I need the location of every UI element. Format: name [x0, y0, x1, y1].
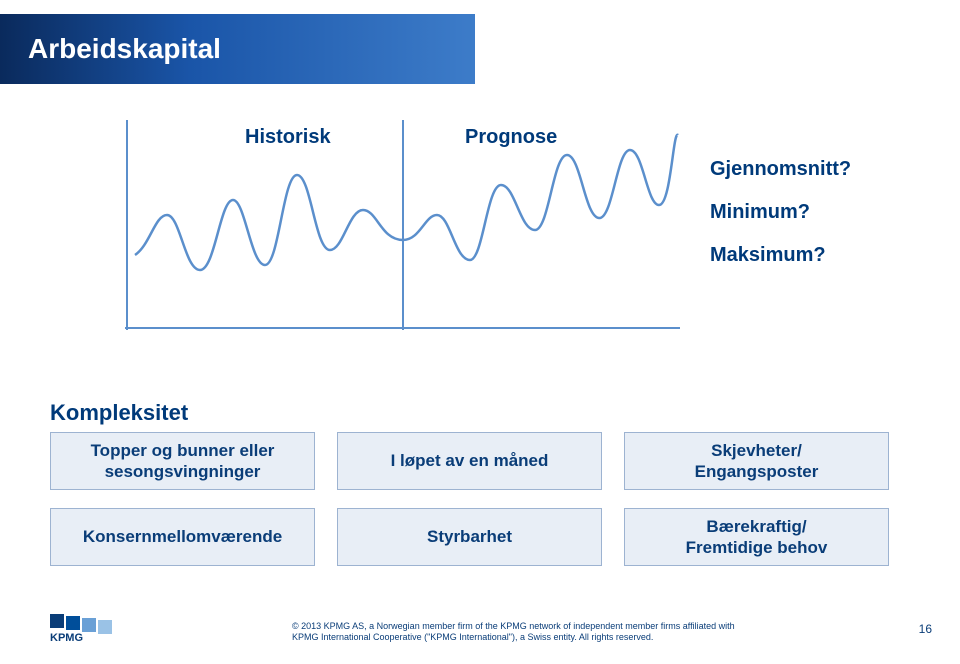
- boxes-row-2: Konsernmellomværende Styrbarhet Bærekraf…: [50, 508, 889, 566]
- logo-rect-4: [98, 620, 112, 634]
- label-minimum: Minimum?: [710, 201, 851, 224]
- label-maksimum: Maksimum?: [710, 244, 851, 267]
- box-topper: Topper og bunner eller sesongsvingninger: [50, 432, 315, 490]
- page-number: 16: [919, 622, 932, 636]
- logo-rect-1: [50, 614, 64, 628]
- box-baerekraftig-line2: Fremtidige behov: [686, 537, 828, 558]
- label-gjennomsnitt: Gjennomsnitt?: [710, 158, 851, 181]
- box-skjevheter: Skjevheter/ Engangsposter: [624, 432, 889, 490]
- copyright-line2: KPMG International Cooperative ("KPMG In…: [292, 632, 900, 644]
- box-styrbarhet: Styrbarhet: [337, 508, 602, 566]
- box-topper-line2: sesongsvingninger: [105, 461, 261, 482]
- boxes-row-1: Topper og bunner eller sesongsvingninger…: [50, 432, 889, 490]
- box-topper-line1: Topper og bunner eller: [91, 440, 275, 461]
- box-skjevheter-line1: Skjevheter/: [711, 440, 802, 461]
- box-skjevheter-line2: Engangsposter: [695, 461, 819, 482]
- box-baerekraftig: Bærekraftig/ Fremtidige behov: [624, 508, 889, 566]
- section-title-kompleksitet: Kompleksitet: [50, 400, 188, 426]
- kpmg-logo: KPMG: [50, 614, 120, 642]
- copyright: © 2013 KPMG AS, a Norwegian member firm …: [292, 621, 900, 644]
- logo-rect-2: [66, 616, 80, 630]
- box-lopet: I løpet av en måned: [337, 432, 602, 490]
- chart-line: [135, 135, 678, 270]
- line-chart: [125, 120, 680, 330]
- box-baerekraftig-line1: Bærekraftig/: [706, 516, 806, 537]
- right-questions: Gjennomsnitt? Minimum? Maksimum?: [710, 158, 851, 287]
- box-konsern: Konsernmellomværende: [50, 508, 315, 566]
- copyright-line1: © 2013 KPMG AS, a Norwegian member firm …: [292, 621, 900, 633]
- chart-svg: [125, 120, 680, 330]
- logo-text: KPMG: [50, 632, 83, 642]
- title-band: Arbeidskapital: [0, 14, 475, 84]
- page-title: Arbeidskapital: [28, 33, 221, 65]
- footer: KPMG © 2013 KPMG AS, a Norwegian member …: [0, 604, 960, 654]
- logo-rect-3: [82, 618, 96, 632]
